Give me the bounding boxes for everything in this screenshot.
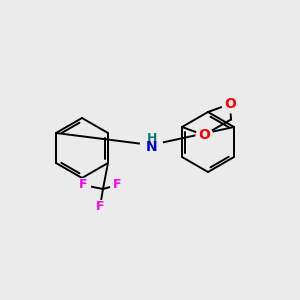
Text: N: N bbox=[146, 140, 158, 154]
Text: F: F bbox=[113, 178, 121, 191]
Text: O: O bbox=[224, 97, 236, 111]
Text: H: H bbox=[147, 131, 157, 145]
Text: O: O bbox=[198, 128, 210, 142]
Text: F: F bbox=[96, 200, 104, 214]
Text: F: F bbox=[79, 178, 87, 191]
